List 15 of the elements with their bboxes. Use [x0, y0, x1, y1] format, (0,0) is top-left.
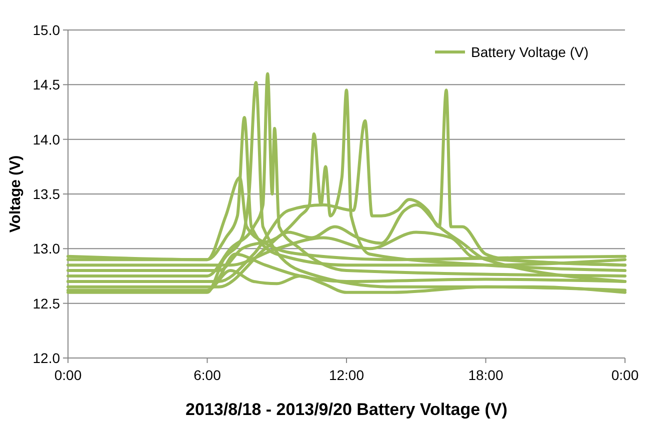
- x-tick-label: 0:00: [54, 367, 82, 383]
- x-tick-label: 12:00: [328, 367, 364, 383]
- y-tick-label: 13.5: [32, 186, 60, 202]
- x-tick-label: 18:00: [468, 367, 504, 383]
- y-tick-label: 14.0: [32, 131, 60, 148]
- legend-label: Battery Voltage (V): [471, 44, 589, 60]
- y-tick-label: 14.5: [32, 76, 60, 93]
- x-axis-title: 2013/8/18 - 2013/9/20 Battery Voltage (V): [186, 400, 508, 419]
- y-tick-label: 12.0: [32, 350, 60, 366]
- x-tick-label: 0:00: [611, 367, 639, 383]
- y-tick-label: 12.5: [32, 295, 60, 312]
- y-axis-title: Voltage (V): [7, 155, 24, 233]
- x-tick-label: 6:00: [194, 367, 222, 383]
- y-tick-label: 13.0: [32, 240, 60, 257]
- y-tick-label: 15.0: [32, 22, 60, 38]
